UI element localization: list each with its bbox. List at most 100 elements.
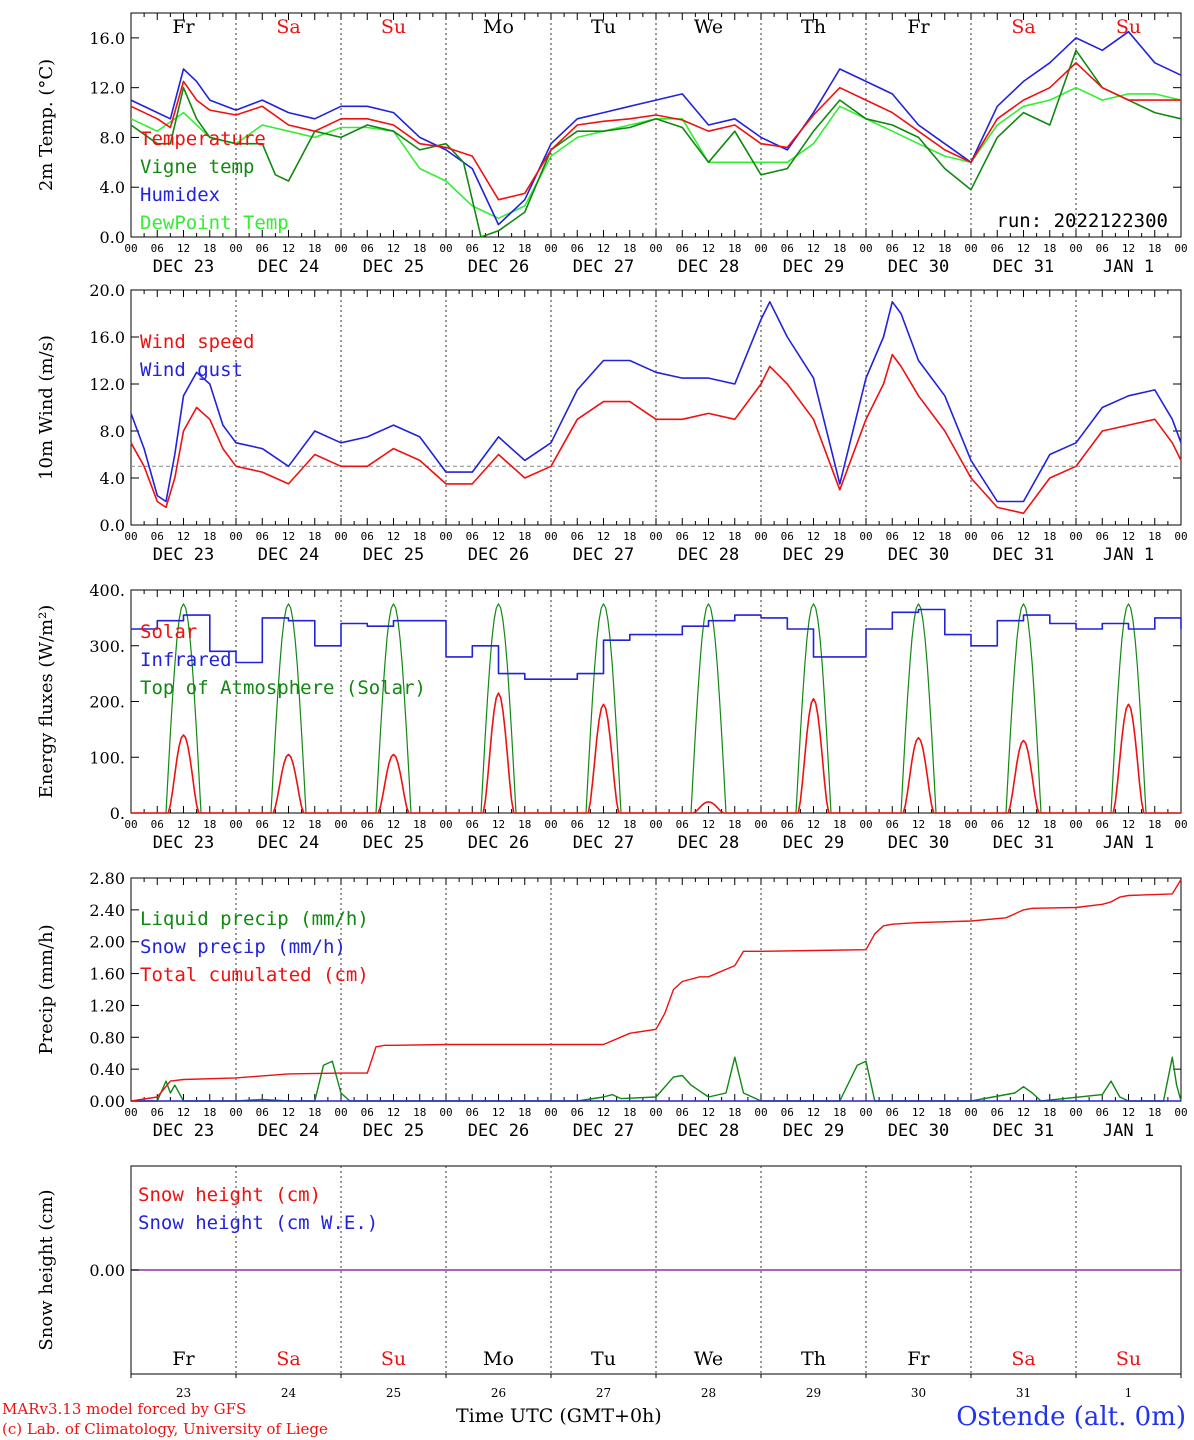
hour-tick-label: 18 [938,530,951,543]
series-humidex [130,30,1182,226]
day-name: Su [381,1348,406,1370]
hour-tick-label: 00 [334,1106,347,1119]
y-tick-label: 0.40 [89,1060,125,1079]
hour-tick-label: 06 [1096,818,1109,831]
hour-tick-label: 12 [387,818,400,831]
y-tick-label: 300. [89,637,125,656]
day-name: We [694,16,723,38]
date-label: DEC 25 [363,545,424,565]
legend-entry: Total cumulated (cm) [140,964,369,986]
hour-tick-label: 18 [938,242,951,255]
y-tick-label: 2.40 [89,901,125,920]
hour-tick-label: 18 [518,1106,531,1119]
hour-tick-label: 06 [676,530,689,543]
hour-tick-label: 18 [203,1106,216,1119]
hour-tick-label: 06 [571,1106,584,1119]
x-minor-ticks [130,290,1182,525]
day-name: Mo [483,16,514,38]
day-name: Mo [483,1348,514,1370]
y-tick-label: 1.20 [89,996,125,1015]
day-name: Su [381,16,406,38]
credit-line-2: (c) Lab. of Climatology, University of L… [2,1420,328,1438]
hour-tick-label: 00 [649,1106,662,1119]
hour-tick-label: 00 [439,818,452,831]
hour-tick-label: 06 [886,1106,899,1119]
hour-tick-label: 00 [754,242,767,255]
hour-tick-label: 00 [649,242,662,255]
y-tick-label: 0.00 [89,1092,125,1111]
hour-tick-label: 18 [518,818,531,831]
date-label: DEC 23 [153,1121,214,1141]
date-label: DEC 31 [993,257,1054,277]
date-label: DEC 26 [468,257,529,277]
hour-tick-label: 18 [203,242,216,255]
hour-tick-label: 18 [413,530,426,543]
hour-tick-label: 06 [1096,530,1109,543]
hour-tick-label: 00 [964,818,977,831]
day-number-label: 30 [911,1386,926,1400]
y-tick-label: 20.0 [89,281,125,300]
series-wind-gust [130,301,1182,503]
date-label: DEC 31 [993,833,1054,853]
date-label: DEC 29 [783,1121,844,1141]
hour-tick-label: 12 [1122,1106,1135,1119]
hour-tick-label: 06 [361,1106,374,1119]
run-label: run: 2022122300 [996,210,1168,232]
hour-tick-label: 00 [124,1106,137,1119]
hour-tick-label: 18 [203,818,216,831]
hour-tick-label: 00 [1174,242,1187,255]
hour-tick-label: 06 [886,242,899,255]
legend-entry: DewPoint Temp [140,212,289,234]
hour-tick-label: 12 [597,1106,610,1119]
day-number-label: 24 [281,1386,297,1400]
hour-tick-label: 18 [308,818,321,831]
hour-tick-label: 18 [623,530,636,543]
hour-tick-label: 18 [938,1106,951,1119]
x-minor-ticks [130,13,1182,237]
credit-line-1: MARv3.13 model forced by GFS [2,1400,247,1418]
hour-tick-label: 18 [1043,530,1056,543]
day-name: Sa [276,1348,300,1370]
hour-tick-label: 12 [492,530,505,543]
series-infrared [131,608,1182,680]
y-tick-label: 2.80 [89,869,125,888]
hour-tick-label: 12 [807,530,820,543]
hour-tick-label: 18 [518,242,531,255]
hour-tick-label: 00 [439,1106,452,1119]
y-axis-label: 2m Temp. (°C) [36,59,57,191]
hour-tick-label: 00 [1174,1106,1187,1119]
time-axis-label: Time UTC (GMT+0h) [456,1405,662,1427]
series-total-cumulated-cm- [130,879,1182,1102]
legend-entry: Liquid precip (mm/h) [140,908,369,930]
day-name: Su [1116,16,1141,38]
date-label: DEC 26 [468,545,529,565]
y-axis-label: Precip (mm/h) [36,924,57,1054]
hour-tick-label: 18 [413,818,426,831]
hour-tick-label: 00 [544,530,557,543]
hour-tick-label: 00 [229,530,242,543]
date-label: DEC 28 [678,833,739,853]
day-name: Sa [276,16,300,38]
hour-tick-label: 06 [571,242,584,255]
hour-tick-label: 00 [649,818,662,831]
hour-tick-label: 00 [439,530,452,543]
day-name: Sa [1011,16,1035,38]
hour-tick-label: 06 [781,818,794,831]
legend-entry: Wind speed [140,331,254,353]
date-label: DEC 27 [573,833,634,853]
hour-tick-label: 18 [1043,242,1056,255]
date-label: DEC 31 [993,1121,1054,1141]
hour-tick-label: 06 [256,1106,269,1119]
date-label: DEC 23 [153,257,214,277]
date-label: DEC 26 [468,1121,529,1141]
date-label: DEC 30 [888,1121,949,1141]
hour-tick-label: 00 [859,242,872,255]
y-tick-label: 16.0 [89,29,125,48]
y-tick-label: 16.0 [89,328,125,347]
hour-tick-label: 12 [492,242,505,255]
legend-entry: Solar [140,621,197,643]
hour-tick-label: 12 [597,530,610,543]
date-label: JAN 1 [1103,833,1154,853]
hour-tick-label: 00 [544,242,557,255]
hour-tick-label: 12 [177,818,190,831]
